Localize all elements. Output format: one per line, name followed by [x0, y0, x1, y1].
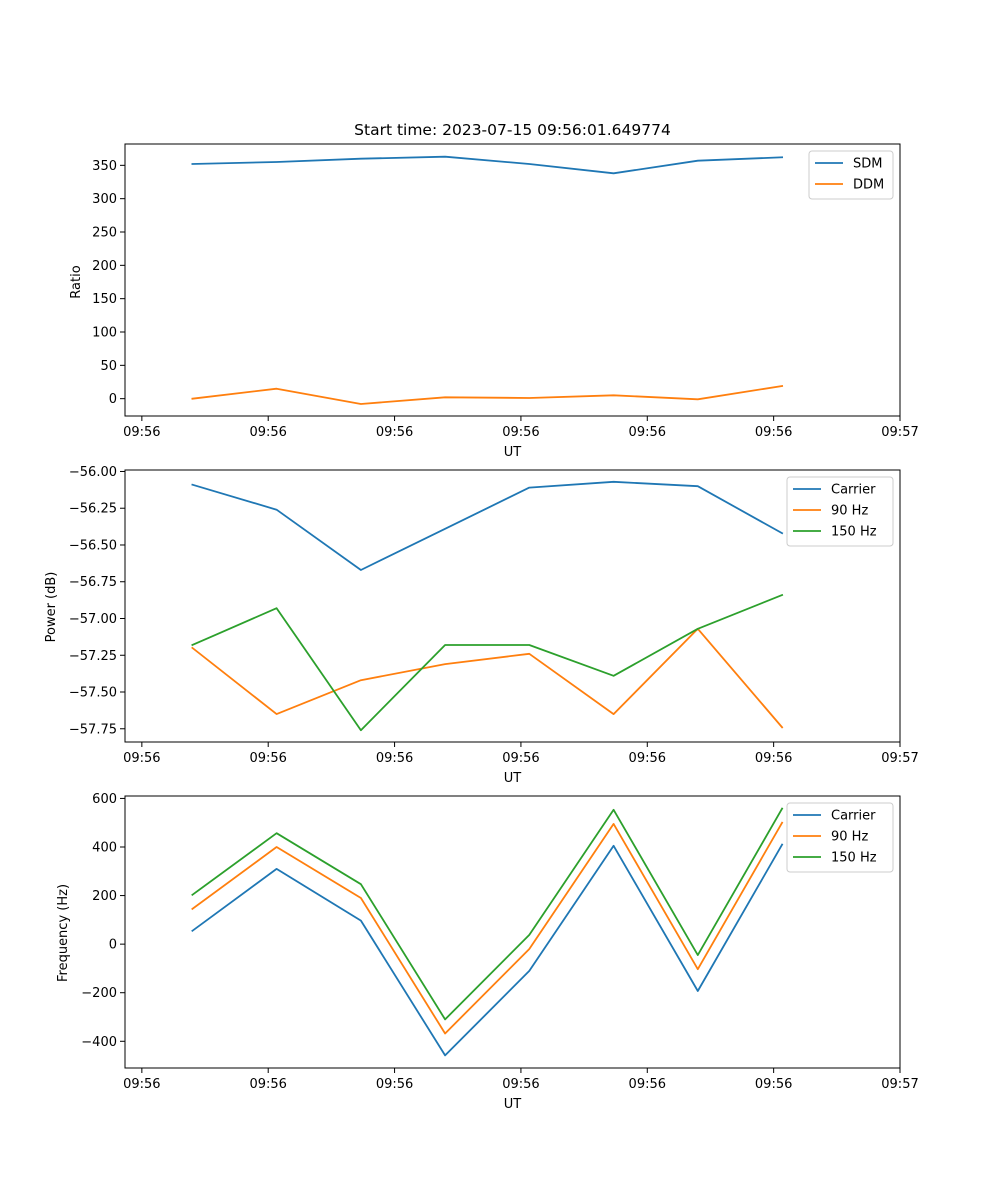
- y-tick-label: 400: [92, 841, 117, 856]
- x-tick-label: 09:56: [249, 425, 286, 440]
- series-line-carrier: [191, 843, 784, 1057]
- x-tick-label: 09:56: [123, 1077, 160, 1092]
- y-tick-label: −56.75: [69, 575, 117, 590]
- x-tick-label: 09:56: [123, 751, 160, 766]
- y-tick-label: 200: [92, 889, 117, 904]
- legend-label: 150 Hz: [831, 851, 877, 866]
- x-tick-label: 09:56: [249, 751, 286, 766]
- y-tick-label: 300: [92, 192, 117, 207]
- y-tick-label: 0: [109, 938, 117, 953]
- plot-area: [124, 795, 901, 1069]
- y-tick-label: −56.50: [69, 538, 117, 553]
- x-tick-label: 09:56: [249, 1077, 286, 1092]
- legend-box: [786, 802, 894, 873]
- x-tick-label: 09:56: [502, 1077, 539, 1092]
- x-axis-label: UT: [504, 445, 522, 460]
- plot-area: [124, 469, 901, 743]
- y-tick-label: 350: [92, 159, 117, 174]
- legend: SDM DDM: [808, 150, 894, 200]
- x-axis-label: UT: [504, 1097, 522, 1112]
- x-tick-label: 09:56: [123, 425, 160, 440]
- y-tick-label: 200: [92, 259, 117, 274]
- legend-label: SDM: [853, 157, 882, 172]
- panel-frequency: UT Frequency (Hz) 09:56 09:56 09:56 09:56 09…: [56, 792, 919, 1112]
- panel-ratio: Start time: 2023-07-15 09:56:01.649774 U…: [69, 121, 919, 460]
- y-axis-label: Ratio: [69, 265, 84, 298]
- legend: Carrier 90 Hz 150 Hz: [786, 476, 894, 547]
- y-tick-label: −57.75: [69, 722, 117, 737]
- x-tick-label: 09:56: [502, 751, 539, 766]
- x-axis-label: UT: [504, 771, 522, 786]
- y-tick-label: −400: [81, 1035, 117, 1050]
- series-line-150-hz: [191, 593, 784, 732]
- y-tick-label: −57.50: [69, 686, 117, 701]
- x-tick-label: 09:57: [881, 751, 918, 766]
- legend: Carrier 90 Hz 150 Hz: [786, 802, 894, 873]
- legend-label: 90 Hz: [831, 504, 868, 519]
- x-tick-label: 09:56: [629, 751, 666, 766]
- x-tick-label: 09:56: [376, 425, 413, 440]
- y-axis-label: Power (dB): [44, 572, 59, 643]
- series-line-carrier: [191, 480, 784, 571]
- y-tick-label: 50: [100, 359, 117, 374]
- y-tick-label: 250: [92, 226, 117, 241]
- x-tick-label: 09:56: [755, 1077, 792, 1092]
- y-tick-label: −57.00: [69, 612, 117, 627]
- legend-label: 90 Hz: [831, 830, 868, 845]
- panel-power: UT Power (dB) 09:56 09:56 09:56 09:56 09:56 0…: [44, 465, 919, 786]
- legend-label: 150 Hz: [831, 525, 877, 540]
- series-line-150-hz: [191, 807, 784, 1021]
- y-tick-label: 600: [92, 792, 117, 807]
- x-tick-label: 09:57: [881, 1077, 918, 1092]
- legend-label: Carrier: [831, 809, 876, 824]
- series-line-90-hz: [191, 627, 784, 729]
- series-line-90-hz: [191, 821, 784, 1035]
- x-tick-label: 09:56: [629, 1077, 666, 1092]
- y-axis-label: Frequency (Hz): [56, 884, 71, 982]
- x-tick-label: 09:56: [629, 425, 666, 440]
- y-tick-label: 100: [92, 326, 117, 341]
- x-tick-label: 09:56: [502, 425, 539, 440]
- y-tick-label: −56.00: [69, 465, 117, 480]
- legend-label: Carrier: [831, 483, 876, 498]
- x-tick-label: 09:56: [376, 1077, 413, 1092]
- series-line-ddm: [191, 384, 784, 405]
- x-tick-label: 09:56: [376, 751, 413, 766]
- x-tick-label: 09:56: [755, 751, 792, 766]
- legend-label: DDM: [853, 178, 884, 193]
- y-tick-label: 150: [92, 292, 117, 307]
- plot-area: [124, 143, 901, 417]
- y-tick-label: −56.25: [69, 502, 117, 517]
- y-tick-label: 0: [109, 392, 117, 407]
- series-line-sdm: [191, 155, 784, 175]
- legend-box: [786, 476, 894, 547]
- chart-title: Start time: 2023-07-15 09:56:01.649774: [354, 121, 671, 139]
- x-tick-label: 09:57: [881, 425, 918, 440]
- x-tick-label: 09:56: [755, 425, 792, 440]
- y-tick-label: −57.25: [69, 649, 117, 664]
- y-tick-label: −200: [81, 986, 117, 1001]
